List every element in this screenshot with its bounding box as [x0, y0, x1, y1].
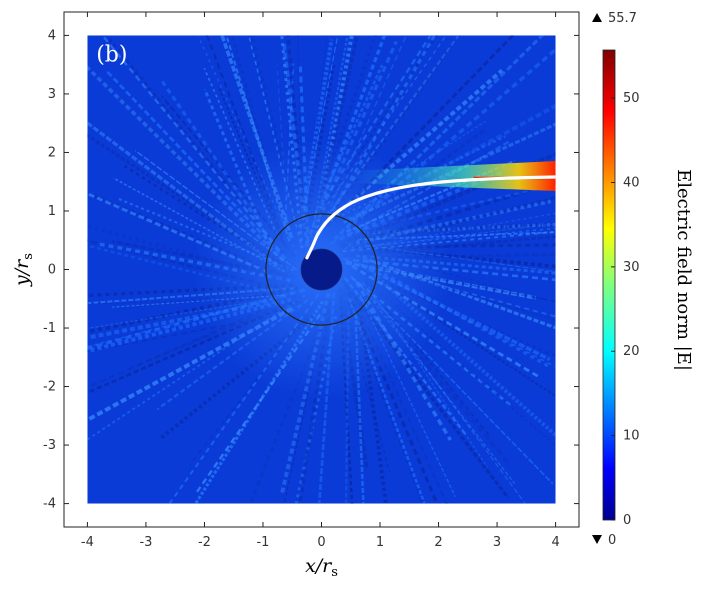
x-tick-label: -3: [139, 535, 152, 550]
field-streak: [87, 297, 292, 354]
field-streak: [87, 133, 286, 267]
field-streak: [328, 35, 461, 215]
field-streak: [96, 241, 291, 283]
field-streak: [87, 288, 306, 350]
y-tick-label: -1: [43, 321, 56, 336]
field-streak: [348, 199, 552, 247]
field-streak: [362, 222, 556, 235]
field-streak: [168, 293, 320, 504]
field-streak: [100, 35, 281, 252]
y-tick-label: 1: [48, 204, 56, 219]
colorbar: 0 10 20 30 40 50 55.7 0 Electric field norm |…: [592, 11, 694, 548]
field-streak: [294, 315, 338, 504]
y-axis-label-main: y/r: [11, 258, 33, 287]
y-tick-label: 0: [48, 263, 56, 278]
field-streak: [106, 70, 287, 260]
field-streak: [318, 35, 438, 214]
x-tick-label: 0: [317, 535, 325, 550]
colorbar-tick-label: 30: [623, 260, 640, 275]
x-tick-label: 2: [434, 535, 442, 550]
y-tick-label: 4: [48, 28, 56, 43]
panel-label: (b): [96, 43, 127, 68]
y-tick-label: -2: [43, 380, 56, 395]
ray-trajectory: [305, 175, 556, 260]
field-streak: [303, 63, 336, 228]
field-streak: [361, 286, 510, 464]
y-axis-label-sub: s: [21, 253, 36, 260]
colorbar-tick-label: 20: [623, 344, 640, 359]
colorbar-min-label: 0: [608, 533, 616, 548]
colorbar-tick-label: 40: [623, 175, 640, 190]
field-streak: [159, 77, 274, 243]
x-axis-label-sub: s: [331, 565, 338, 580]
x-tick-label: -1: [256, 535, 269, 550]
y-tick-label: -4: [43, 497, 56, 512]
field-streak: [332, 35, 545, 242]
field-streak: [312, 35, 377, 216]
field-streak: [87, 192, 269, 274]
field-streak: [189, 300, 319, 466]
field-streak: [343, 252, 556, 261]
colorbar-tick-label: 50: [623, 91, 640, 106]
field-streak: [106, 36, 285, 256]
field-streak: [367, 252, 556, 303]
black-hole-disk: [300, 248, 343, 291]
field-streak: [336, 120, 486, 218]
field-streak: [362, 281, 526, 504]
colorbar-tick-label: 0: [623, 513, 631, 528]
photon-sphere-circle: [265, 213, 378, 326]
y-axis-label: y/rs: [11, 253, 36, 287]
colorbar-title: Electric field norm |E|: [673, 169, 694, 371]
x-tick-label: 3: [493, 535, 501, 550]
field-streak: [161, 95, 297, 258]
x-axis-label-main: x/r: [305, 555, 333, 577]
colorbar-min-triangle: [592, 535, 602, 544]
colorbar-max-triangle: [592, 13, 602, 22]
field-streak: [220, 35, 294, 239]
colorbar-max-label: 55.7: [608, 11, 637, 26]
field-streak: [351, 264, 540, 379]
colorbar-ticks: 0 10 20 30 40 50: [611, 91, 640, 528]
x-tick-label: -4: [81, 535, 94, 550]
y-tick-label: 3: [48, 87, 56, 102]
y-tick-label: 2: [48, 145, 56, 160]
field-streak: [313, 35, 432, 217]
y-tick-label: -3: [43, 438, 56, 453]
field-streak: [195, 313, 322, 494]
field-heatmap: [87, 35, 556, 504]
x-axis-ticks: -4 -3 -2 -1 0 1 2 3 4: [81, 12, 560, 550]
x-axis-label: x/rs: [305, 555, 338, 580]
colorbar-gradient: [602, 49, 616, 521]
field-streak: [348, 298, 426, 504]
field-streak: [87, 293, 299, 389]
x-tick-label: -2: [198, 535, 211, 550]
x-tick-label: 4: [551, 535, 559, 550]
beam-band: [350, 161, 556, 192]
y-axis-ticks: -4 -3 -2 -1 0 1 2 3 4: [43, 28, 579, 512]
field-streak: [309, 35, 360, 248]
field-streak: [328, 68, 504, 222]
field-streak: [372, 272, 556, 438]
x-tick-label: 1: [376, 535, 384, 550]
field-streak: [351, 276, 512, 407]
colorbar-tick-label: 10: [623, 429, 640, 444]
